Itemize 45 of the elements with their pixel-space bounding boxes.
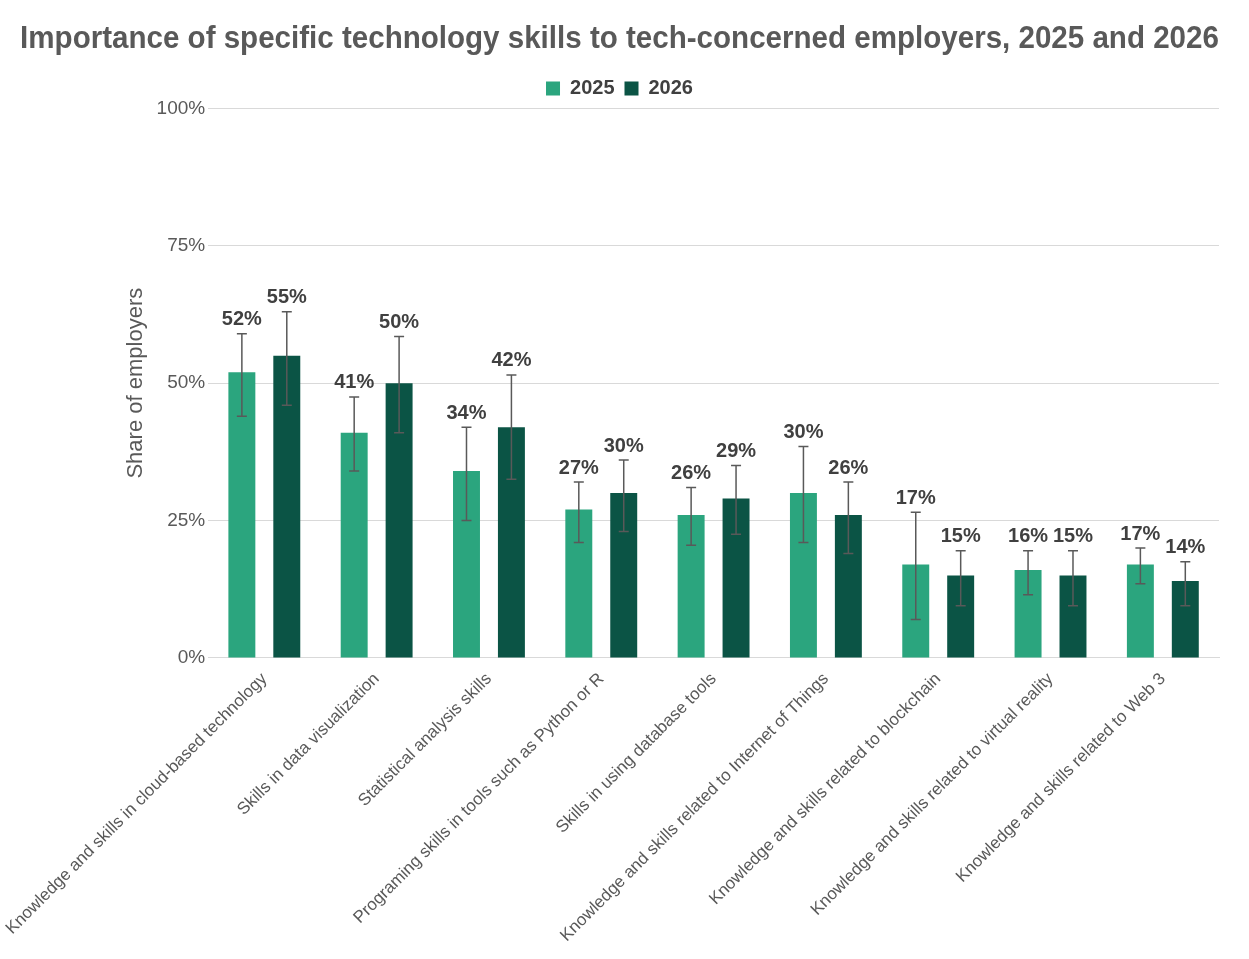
data-label: 15% <box>940 524 981 547</box>
data-label: 30% <box>603 433 644 456</box>
bar <box>228 372 256 658</box>
bar <box>385 383 413 658</box>
bar <box>1126 564 1154 658</box>
y-tick-label: 100% <box>156 96 206 118</box>
bar <box>610 493 638 658</box>
y-tick-label: 0% <box>177 646 206 668</box>
bar <box>902 564 930 658</box>
bar <box>453 471 480 658</box>
bar <box>677 515 705 658</box>
y-axis-title: Share of employers <box>122 287 148 479</box>
data-label: 55% <box>266 285 308 308</box>
legend-label: 2026 <box>648 75 693 98</box>
y-tick-label: 25% <box>167 508 206 530</box>
bar <box>273 355 301 658</box>
data-label: 30% <box>783 419 824 442</box>
bar <box>1059 575 1087 658</box>
chart-title: Importance of specific technology skills to tech-concerned employers, 2025 and 2026 <box>20 18 1219 56</box>
data-label: 42% <box>491 348 532 371</box>
data-label: 26% <box>671 461 712 484</box>
data-label: 52% <box>221 307 263 330</box>
data-label: 50% <box>379 309 420 332</box>
y-tick-label: 50% <box>167 371 206 393</box>
bar <box>1014 570 1042 658</box>
bar <box>947 575 975 658</box>
y-tick-label: 75% <box>167 234 206 256</box>
data-label: 17% <box>895 485 936 508</box>
data-label: 34% <box>446 400 487 423</box>
bar <box>1171 581 1199 658</box>
data-label: 14% <box>1165 535 1206 558</box>
data-label: 29% <box>716 439 757 462</box>
legend-label: 2025 <box>570 75 615 98</box>
data-label: 16% <box>1008 524 1049 547</box>
bar <box>722 498 750 658</box>
data-label: 17% <box>1120 521 1161 544</box>
bar <box>497 427 525 658</box>
bar <box>340 432 368 658</box>
data-label: 41% <box>334 370 375 393</box>
data-label: 26% <box>828 455 869 478</box>
bar <box>789 493 817 658</box>
bar <box>565 509 593 658</box>
data-label: 27% <box>558 455 600 478</box>
bar <box>834 515 862 658</box>
data-label: 15% <box>1052 524 1094 547</box>
